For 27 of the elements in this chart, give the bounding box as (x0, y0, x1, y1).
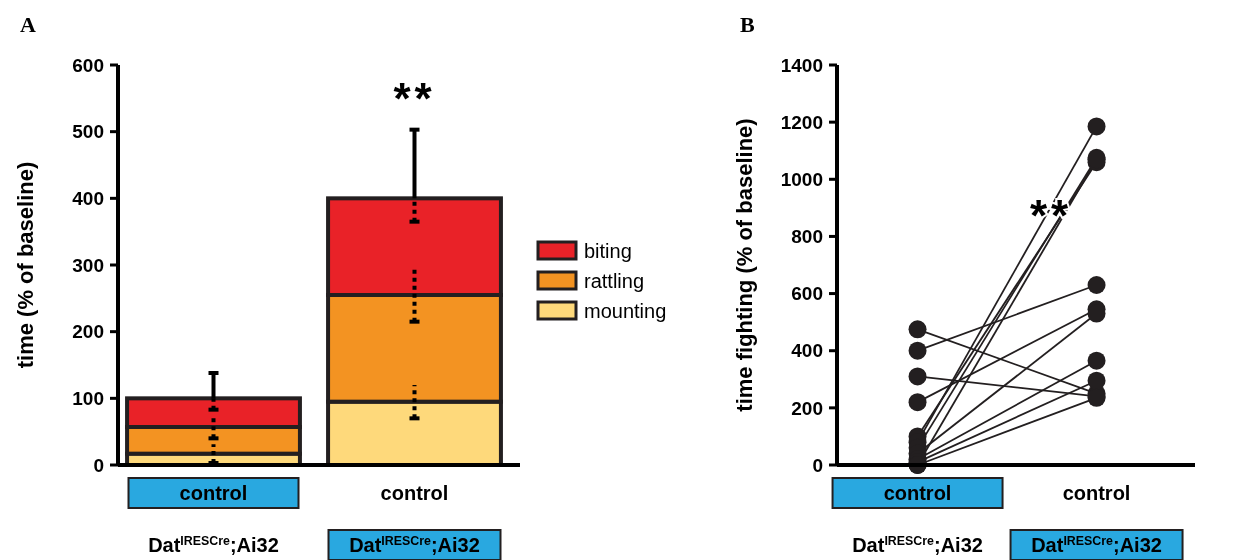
y-tick-label: 0 (93, 454, 104, 476)
y-tick-label: 200 (72, 321, 104, 343)
y-tick-label: 1400 (780, 54, 823, 76)
y-tick-label: 0 (812, 454, 823, 476)
y-tick-label: 400 (72, 187, 104, 209)
y-tick-label: 1200 (780, 111, 823, 133)
annotation: ** (393, 73, 436, 123)
legend-label: mounting (584, 300, 667, 322)
category-label: control Dat$^{IRESCre}$;Ai32 (852, 482, 983, 556)
y-tick-label: 400 (791, 340, 823, 362)
y-tick-label: 1000 (780, 168, 823, 190)
legend-label: rattling (584, 270, 645, 292)
chart-title: A (20, 12, 36, 37)
category-label: control Dat$^{IRESCre}$;Ai32 (148, 482, 279, 556)
y-axis-title: time (% of baseline) (13, 161, 38, 369)
legend-label: biting (584, 240, 632, 262)
y-tick-label: 100 (72, 387, 104, 409)
category-label: control Dat$^{IRESCre}$;Ai32 (1031, 482, 1162, 556)
y-axis-title: time fighting (% of baseline) (732, 118, 757, 412)
y-tick-label: 500 (72, 121, 104, 143)
y-tick-label: 200 (791, 397, 823, 419)
y-tick-label: 800 (791, 226, 823, 248)
chart-title: B (740, 12, 755, 37)
y-tick-label: 600 (72, 54, 104, 76)
y-tick-label: 300 (72, 254, 104, 276)
y-tick-label: 600 (791, 283, 823, 305)
category-label: control Dat$^{IRESCre}$;Ai32 (349, 482, 480, 556)
